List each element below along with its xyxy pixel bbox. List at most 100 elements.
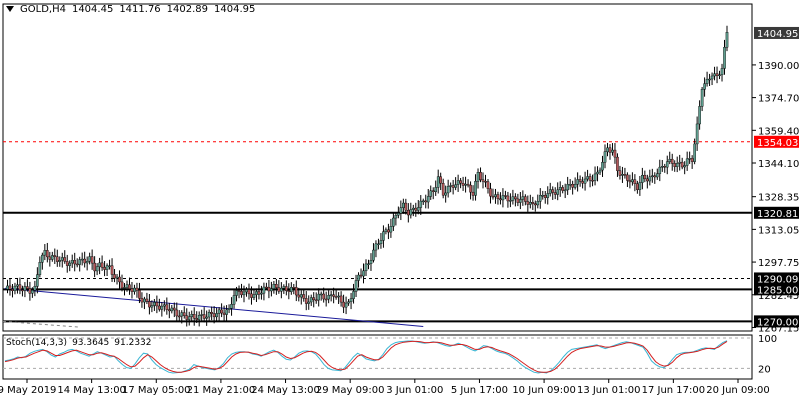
candle-body — [282, 286, 286, 289]
open-value: 1404.45 — [71, 4, 114, 15]
candle-body — [670, 158, 674, 164]
candle-body — [456, 180, 460, 185]
candle-body — [412, 207, 415, 210]
candle-body — [11, 289, 14, 292]
stochastic-pane[interactable]: 100 20 — [2, 334, 777, 380]
candle-body — [53, 255, 57, 257]
time-tick-label: 17 Jun 17:00 — [642, 385, 706, 396]
candle-body — [611, 149, 614, 153]
candlestick-series — [6, 25, 729, 327]
candle-body — [245, 289, 248, 293]
price-label-box — [754, 135, 799, 148]
candle-body — [446, 186, 450, 194]
candle-body — [145, 298, 149, 302]
candle-body — [163, 304, 166, 307]
trendline-dashed — [2, 320, 80, 328]
candle-body — [377, 243, 380, 246]
candle-body — [290, 287, 293, 293]
candle-body — [357, 274, 360, 281]
candle-body — [623, 174, 627, 176]
candle-body — [277, 287, 281, 292]
candle-body — [519, 199, 522, 203]
candle-body — [257, 291, 261, 295]
candle-body — [138, 290, 141, 299]
price-label-text: 1320.81 — [757, 209, 798, 220]
candle-body — [332, 294, 335, 297]
candle-body — [633, 179, 637, 184]
candle-body — [200, 314, 203, 316]
candle-body — [466, 183, 470, 186]
candle-body — [588, 176, 592, 181]
candle-body — [479, 172, 482, 181]
candle-body — [703, 83, 706, 90]
stoch-name: Stoch(14,3,3) — [6, 338, 68, 348]
candle-body — [58, 260, 62, 262]
price-tick-label: 1313.05 — [758, 225, 799, 236]
candle-body — [43, 250, 47, 256]
candle-body — [6, 285, 9, 290]
candle-body — [673, 163, 677, 167]
candle-body — [41, 254, 44, 263]
stoch-signal-line — [4, 340, 728, 373]
candle-body — [364, 263, 368, 272]
candle-body — [591, 180, 594, 182]
candle-body — [359, 274, 363, 277]
candle-body — [578, 179, 582, 182]
price-axis: 1390.00 1374.70 1359.40 1344.10 1328.35 1313.… — [752, 26, 799, 334]
candle-body — [148, 301, 151, 308]
candle-body — [153, 302, 156, 306]
stoch-tick-label: 100 — [758, 334, 777, 345]
candle-body — [337, 295, 340, 298]
price-tick-label: 1344.10 — [758, 159, 799, 170]
candle-body — [342, 301, 345, 308]
candle-body — [484, 181, 487, 183]
candle-body — [416, 207, 420, 211]
candle-body — [486, 181, 490, 189]
candle-body — [195, 318, 199, 320]
candle-body — [88, 256, 91, 262]
candle-body — [384, 229, 388, 232]
candle-body — [414, 207, 418, 211]
candle-body — [461, 183, 465, 186]
candle-body — [628, 180, 632, 183]
horizontal-levels — [3, 141, 752, 323]
candle-body — [571, 183, 574, 188]
candle-body — [312, 297, 316, 301]
candle-body — [558, 187, 562, 191]
candle-body — [299, 294, 303, 298]
candle-body — [504, 195, 507, 197]
candle-body — [272, 284, 276, 289]
candle-body — [158, 305, 161, 310]
candle-body — [227, 308, 231, 310]
price-tick-label: 1374.70 — [758, 94, 799, 105]
candle-body — [399, 207, 403, 214]
time-tick-label: 9 May 2019 — [0, 385, 56, 396]
candle-body — [700, 89, 704, 107]
candle-body — [155, 302, 159, 307]
candle-body — [690, 158, 694, 162]
candle-body — [222, 312, 226, 315]
candle-body — [80, 258, 84, 261]
candle-body — [16, 284, 19, 287]
candle-body — [250, 293, 253, 298]
high-value: 1411.76 — [119, 4, 161, 15]
candle-body — [407, 210, 410, 216]
candle-body — [436, 176, 440, 188]
candle-body — [551, 189, 555, 193]
candle-body — [613, 149, 617, 158]
time-tick-label: 20 Jun 09:00 — [706, 385, 770, 396]
candle-body — [655, 173, 659, 178]
candle-body — [327, 295, 330, 300]
candle-body — [265, 286, 268, 289]
candle-body — [621, 174, 624, 176]
candle-body — [496, 194, 500, 199]
candle-body — [516, 198, 520, 203]
candle-body — [70, 260, 74, 264]
collapse-triangle-icon[interactable] — [6, 6, 14, 12]
candle-body — [270, 288, 273, 292]
candle-body — [324, 298, 328, 301]
candle-body — [695, 123, 699, 145]
candle-body — [524, 196, 527, 202]
main-chart-pane[interactable] — [2, 3, 753, 332]
candle-body — [51, 255, 54, 260]
